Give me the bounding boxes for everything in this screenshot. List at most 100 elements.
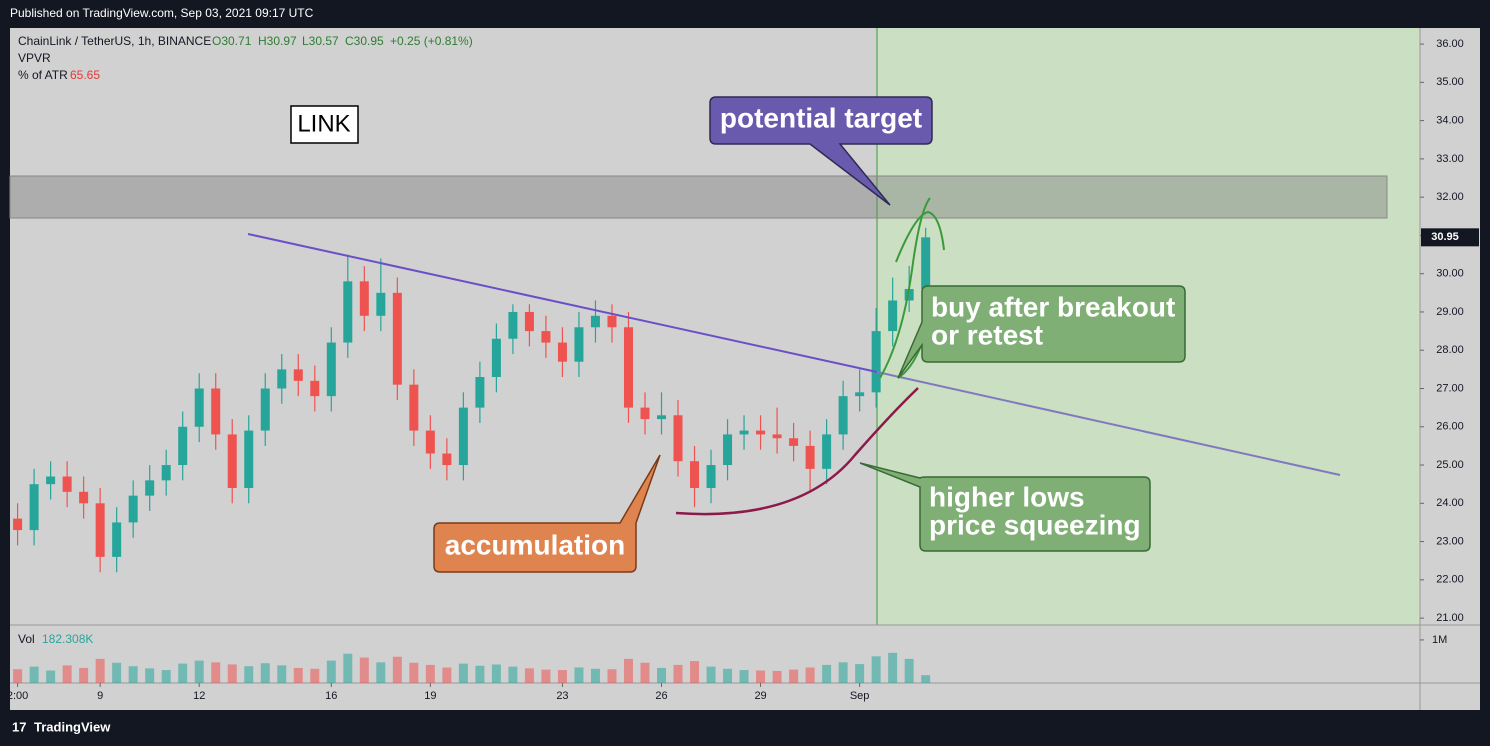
volume-bar xyxy=(95,658,105,683)
volume-bar xyxy=(855,664,865,683)
candle-body xyxy=(475,377,485,408)
volume-bar xyxy=(277,665,287,683)
y-tick-label: 26.00 xyxy=(1436,421,1464,433)
candle-body xyxy=(112,522,122,557)
volume-bar xyxy=(409,662,419,683)
candle-body xyxy=(657,415,667,420)
y-tick-label: 30.00 xyxy=(1436,268,1464,280)
volume-bar xyxy=(161,670,171,683)
squeeze-label: higher lows xyxy=(929,481,1085,512)
last-price-box xyxy=(1421,228,1479,247)
volume-bar xyxy=(805,667,815,683)
volume-bar xyxy=(921,675,931,683)
volume-bar xyxy=(772,670,782,683)
y-tick-label: 24.00 xyxy=(1436,497,1464,509)
candle-body xyxy=(13,518,23,531)
candle-body xyxy=(508,311,518,339)
candle-body xyxy=(855,392,865,397)
volume-bar xyxy=(557,670,567,683)
candle-body xyxy=(409,384,419,431)
volume-bar xyxy=(723,668,733,683)
candle-body xyxy=(524,311,534,332)
volume-bar xyxy=(178,663,188,683)
candle-body xyxy=(343,281,353,343)
candle-body xyxy=(359,281,369,316)
candle-body xyxy=(161,465,171,481)
ohlc-change: +0.25 (+0.81%) xyxy=(390,34,473,48)
link-box xyxy=(290,105,359,144)
volume-bar xyxy=(29,666,39,683)
candle-body xyxy=(244,430,254,488)
candle-body xyxy=(293,369,303,381)
candle-body xyxy=(29,484,39,531)
volume-bar xyxy=(640,662,650,683)
atr-value: 65.65 xyxy=(70,68,100,82)
candle-body xyxy=(227,434,237,488)
ohlc-open: O30.71 xyxy=(212,34,252,48)
vol-value: 182.308K xyxy=(42,632,93,646)
volume-bar xyxy=(260,663,270,683)
candle-body xyxy=(921,237,931,289)
squeeze-callout xyxy=(859,462,1151,552)
volume-bar xyxy=(607,669,617,683)
last-price-label: 30.95 xyxy=(1431,231,1459,243)
candle-body xyxy=(838,396,848,435)
candle-body xyxy=(95,503,105,557)
y-tick-label: 22.00 xyxy=(1436,574,1464,586)
candle-body xyxy=(442,453,452,466)
candle-body xyxy=(79,491,89,504)
volume-bar xyxy=(376,662,386,683)
volume-bar xyxy=(590,668,600,683)
volume-bar xyxy=(46,670,56,683)
volume-bar xyxy=(690,661,700,683)
x-tick-label: 19 xyxy=(424,690,436,702)
volume-bar xyxy=(888,652,898,683)
volume-bar xyxy=(657,667,667,683)
volume-bar xyxy=(838,662,848,683)
candle-body xyxy=(904,288,914,301)
volume-bar xyxy=(326,660,336,683)
volume-bar xyxy=(574,667,584,683)
trendline-extension xyxy=(876,371,1341,476)
y-tick-label: 23.00 xyxy=(1436,535,1464,547)
candle-body xyxy=(805,445,815,469)
volume-bar xyxy=(359,657,369,683)
ohlc-high: H30.97 xyxy=(258,34,297,48)
volume-bar xyxy=(673,664,683,683)
ohlc-close: C30.95 xyxy=(345,34,384,48)
volume-bar xyxy=(128,666,138,683)
atr-label: % of ATR xyxy=(18,68,68,82)
candle-body xyxy=(310,380,320,397)
candle-body xyxy=(425,430,435,454)
candle-body xyxy=(458,407,468,466)
y-tick-label: 29.00 xyxy=(1436,306,1464,318)
candle-body xyxy=(822,434,832,469)
candles xyxy=(13,227,931,683)
candle-body xyxy=(211,388,221,435)
volume-bar xyxy=(112,662,122,683)
candle-body xyxy=(178,426,188,466)
candle-body xyxy=(392,292,402,385)
x-tick-label: 16 xyxy=(325,690,337,702)
candle-body xyxy=(145,480,155,496)
volume-bar xyxy=(194,660,204,683)
candle-body xyxy=(46,476,56,485)
volume-bar xyxy=(508,666,518,683)
candle-body xyxy=(739,430,749,435)
trendline xyxy=(247,233,878,373)
target-label: potential target xyxy=(720,102,922,133)
volume-bar xyxy=(706,666,716,683)
volume-bar xyxy=(227,664,237,683)
volume-bar xyxy=(442,667,452,683)
y-tick-label: 36.00 xyxy=(1436,38,1464,50)
candle-body xyxy=(376,292,386,316)
candle-body xyxy=(541,331,551,343)
candle-body xyxy=(623,327,633,408)
candle-body xyxy=(194,388,204,427)
x-tick-label: 26 xyxy=(655,690,667,702)
candle-body xyxy=(128,495,138,523)
y-tick-label: 21.00 xyxy=(1436,612,1464,624)
volume-bar xyxy=(62,665,72,683)
volume-bar xyxy=(392,656,402,683)
